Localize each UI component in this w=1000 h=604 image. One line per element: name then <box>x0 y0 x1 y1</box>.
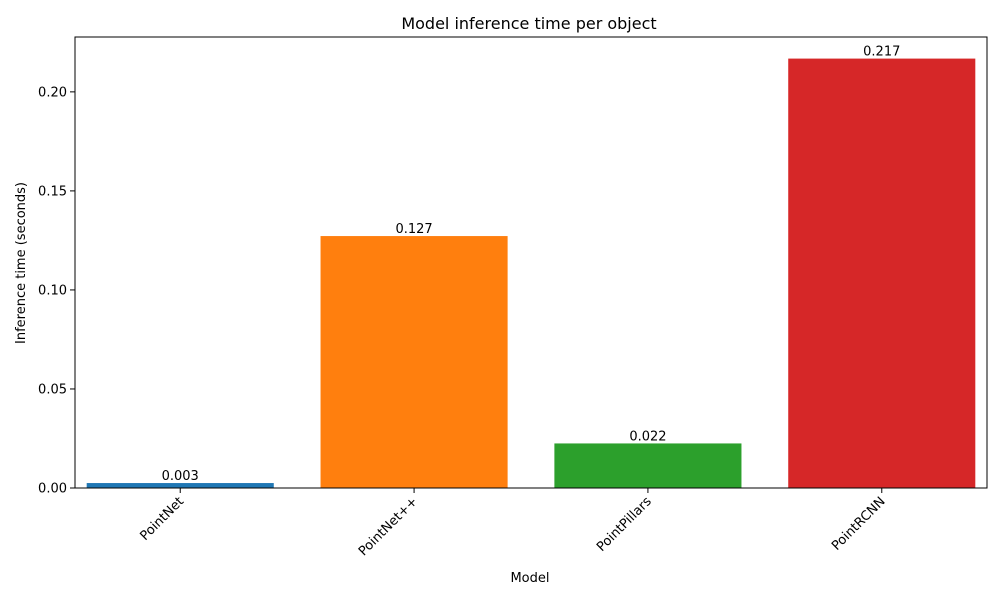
y-tick-label: 0.15 <box>38 184 67 199</box>
y-tick-label: 0.00 <box>38 482 67 497</box>
chart-title: Model inference time per object <box>401 14 656 33</box>
y-tick-label: 0.20 <box>38 85 67 100</box>
x-tick-label: PointPillars <box>594 494 655 555</box>
x-tick-label: PointNet++ <box>356 494 421 559</box>
y-tick-label: 0.10 <box>38 283 67 298</box>
x-tick-label: PointRCNN <box>829 494 889 554</box>
bar-pointpillars <box>554 443 742 488</box>
x-tick-label: PointNet <box>137 494 187 544</box>
axes-frame <box>74 36 988 489</box>
plot-area: 0.003 0.127 0.022 0.217 0.00 0.05 0.10 0.15 0.20… <box>38 36 988 559</box>
y-axis-label: Inference time (seconds) <box>14 182 29 344</box>
bar-pointnet <box>86 483 274 488</box>
data-label: 0.003 <box>162 469 199 484</box>
x-axis-label: Model <box>510 571 549 586</box>
data-label: 0.127 <box>395 222 432 237</box>
y-tick-label: 0.05 <box>38 382 67 397</box>
bar-pointnet- <box>320 236 508 488</box>
bar-pointrcnn <box>788 58 976 489</box>
data-label: 0.022 <box>629 429 666 444</box>
data-label: 0.217 <box>863 45 900 60</box>
